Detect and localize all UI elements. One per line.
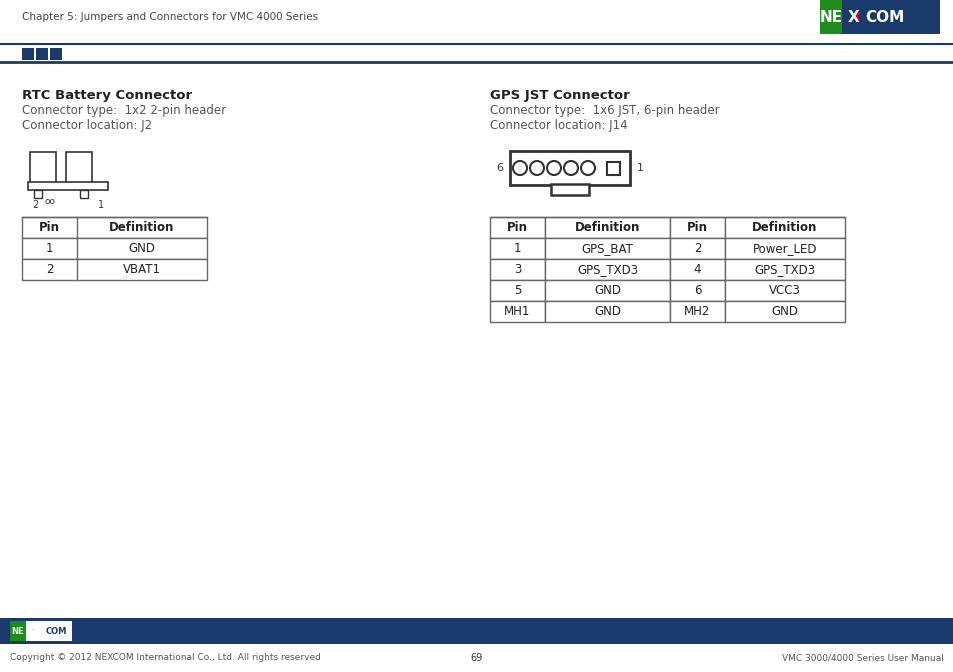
Bar <box>669 301 724 322</box>
Text: 2: 2 <box>46 263 53 276</box>
Bar <box>10 621 71 641</box>
Bar <box>28 182 108 190</box>
Text: GPS_TXD3: GPS_TXD3 <box>577 263 638 276</box>
Bar <box>22 259 207 280</box>
Text: RTC Battery Connector: RTC Battery Connector <box>22 89 192 102</box>
Bar <box>724 217 844 238</box>
Text: 6: 6 <box>496 163 502 173</box>
Bar <box>606 161 619 175</box>
Bar <box>22 238 207 259</box>
Text: Definition: Definition <box>110 221 174 234</box>
Bar <box>50 48 62 60</box>
Bar <box>80 190 88 198</box>
Text: Definition: Definition <box>575 221 639 234</box>
Bar <box>820 0 939 34</box>
Text: Copyright © 2012 NEXCOM International Co., Ltd. All rights reserved: Copyright © 2012 NEXCOM International Co… <box>10 653 320 663</box>
Bar <box>724 280 844 301</box>
Bar <box>490 280 544 301</box>
Bar <box>36 48 48 60</box>
Text: VCC3: VCC3 <box>768 284 801 297</box>
Text: VBAT1: VBAT1 <box>123 263 161 276</box>
Text: GPS JST Connector: GPS JST Connector <box>490 89 629 102</box>
Bar <box>820 0 841 34</box>
Bar <box>490 301 544 322</box>
Text: GND: GND <box>594 305 620 318</box>
Text: VMC 3000/4000 Series User Manual: VMC 3000/4000 Series User Manual <box>781 653 943 663</box>
Text: 3: 3 <box>514 263 520 276</box>
Bar <box>544 217 669 238</box>
Text: GND: GND <box>129 242 155 255</box>
Text: X: X <box>33 626 40 636</box>
Bar <box>551 184 588 195</box>
Text: Chapter 5: Jumpers and Connectors for VMC 4000 Series: Chapter 5: Jumpers and Connectors for VM… <box>22 12 317 22</box>
Text: oo: oo <box>45 197 55 206</box>
Text: 2: 2 <box>32 200 38 210</box>
Text: GPS_TXD3: GPS_TXD3 <box>754 263 815 276</box>
Text: X: X <box>847 9 859 24</box>
Bar <box>724 301 844 322</box>
Text: Pin: Pin <box>39 221 60 234</box>
Bar <box>669 238 724 259</box>
Text: 1: 1 <box>46 242 53 255</box>
Text: GND: GND <box>594 284 620 297</box>
Bar <box>490 238 544 259</box>
Bar <box>22 217 207 238</box>
Bar <box>66 152 91 184</box>
Text: NE: NE <box>11 626 24 636</box>
Bar <box>669 217 724 238</box>
Text: ·: · <box>30 627 33 633</box>
Text: 1: 1 <box>98 200 104 210</box>
Text: 2: 2 <box>693 242 700 255</box>
Text: 5: 5 <box>514 284 520 297</box>
Bar <box>669 259 724 280</box>
Text: 69: 69 <box>471 653 482 663</box>
Text: COM: COM <box>864 9 903 24</box>
Bar <box>490 217 544 238</box>
Text: Connector type:  1x6 JST, 6-pin header: Connector type: 1x6 JST, 6-pin header <box>490 104 719 117</box>
Bar <box>22 48 34 60</box>
Text: Power_LED: Power_LED <box>752 242 817 255</box>
Bar <box>544 238 669 259</box>
Text: 6: 6 <box>693 284 700 297</box>
Bar <box>0 618 953 644</box>
Text: GND: GND <box>771 305 798 318</box>
Text: 4: 4 <box>693 263 700 276</box>
Bar <box>34 190 42 198</box>
Bar <box>30 152 56 184</box>
Bar <box>669 280 724 301</box>
Bar <box>10 621 26 641</box>
Text: Connector type:  1x2 2-pin header: Connector type: 1x2 2-pin header <box>22 104 226 117</box>
Bar <box>544 301 669 322</box>
Text: 1: 1 <box>637 163 643 173</box>
Text: MH2: MH2 <box>683 305 710 318</box>
Text: Pin: Pin <box>506 221 527 234</box>
Text: Definition: Definition <box>752 221 817 234</box>
Text: Pin: Pin <box>686 221 707 234</box>
Text: 1: 1 <box>514 242 520 255</box>
Text: GPS_BAT: GPS_BAT <box>581 242 633 255</box>
Bar <box>544 259 669 280</box>
Text: Connector location: J14: Connector location: J14 <box>490 119 627 132</box>
Text: Connector location: J2: Connector location: J2 <box>22 119 152 132</box>
Bar <box>724 238 844 259</box>
Bar <box>510 151 629 185</box>
Text: MH1: MH1 <box>504 305 530 318</box>
Bar <box>490 259 544 280</box>
Bar <box>544 280 669 301</box>
Text: COM: COM <box>45 626 67 636</box>
Bar <box>724 259 844 280</box>
Text: ✕: ✕ <box>850 11 861 24</box>
Text: NE: NE <box>819 9 841 24</box>
